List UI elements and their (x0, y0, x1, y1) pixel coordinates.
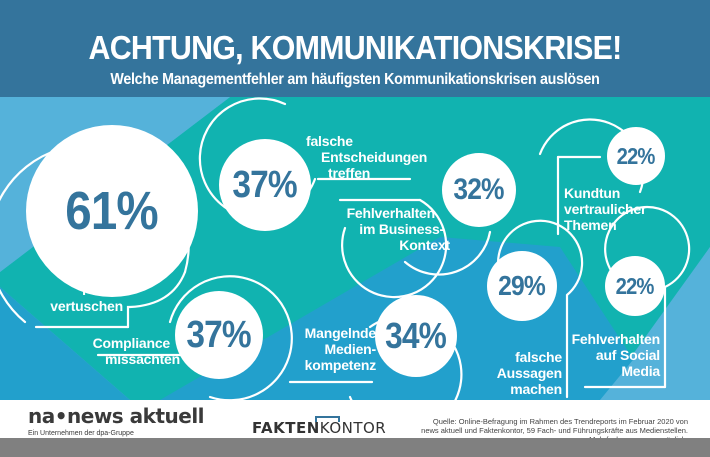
stat-circle-falsche-entscheidungen: 37% (219, 139, 311, 231)
label-falsche-aussagen: falsche Aussagen machen (490, 349, 563, 397)
label-line: kompetenz (304, 357, 377, 373)
label-line: Themen (564, 217, 617, 233)
label-line: Mangelnde (304, 325, 377, 341)
label-falsche-entscheidungen: falsche Entscheidungen treffen (306, 133, 428, 181)
stat-circle-fehler-vertuschen: 61% (26, 125, 198, 297)
label-line: Media (621, 363, 660, 379)
news-aktuell-logo: na•news aktuell (28, 404, 205, 428)
faktenkontor-logo-light: KONTOR (319, 419, 387, 437)
label-line: Medien- (324, 341, 377, 357)
stat-value: 22% (616, 272, 655, 299)
news-aktuell-tagline: Ein Unternehmen der dpa-Gruppe (28, 430, 134, 437)
stat-circle-falsche-aussagen: 29% (487, 251, 557, 321)
label-line: im Business- (359, 221, 444, 237)
label-line: Kontext (399, 237, 450, 253)
label-line: Aussagen (496, 365, 563, 381)
footer-bar (0, 438, 710, 457)
label-fehler-vertuschen: Fehler vertuschen (50, 282, 123, 314)
page-title: ACHTUNG, KOMMUNIKATIONSKRISE! (88, 29, 623, 66)
label-line: falsche (306, 133, 353, 149)
label-line: Fehler (82, 282, 123, 298)
label-social-media: Fehlverhalten auf Social Media (570, 331, 661, 379)
label-fehlverhalten-business: Fehlverhalten im Business- Kontext (340, 205, 451, 253)
faktenkontor-logo-bold: FAKTEN (252, 419, 320, 437)
stat-value: 32% (453, 173, 505, 206)
label-line: Fehlverhalten (571, 331, 661, 347)
label-kundtun-vertraulicher-themen: Kundtun vertraulicher Themen (564, 185, 674, 233)
stat-circle-compliance-missachten: 37% (175, 291, 263, 379)
label-line: machen (510, 381, 562, 397)
source-note: Quelle: Online-Befragung im Rahmen des T… (421, 417, 688, 438)
label-line: falsche (515, 349, 562, 365)
stat-value: 37% (232, 163, 298, 206)
label-line: vertraulicher (564, 201, 647, 217)
label-line: Kundtun (564, 185, 621, 201)
label-compliance-missachten: Compliance missachten (80, 335, 181, 367)
faktenkontor-bracket-icon (315, 416, 340, 422)
label-line: vertuschen (50, 298, 123, 314)
faktenkontor-logo: FAKTENKONTOR (252, 419, 386, 437)
stat-value: 22% (617, 142, 656, 169)
infographic-stage: 61% 37% 32% 22% 37% 34% 29% 22% Fehler v… (0, 97, 710, 400)
stat-value: 37% (186, 313, 252, 356)
stat-value: 61% (65, 181, 159, 241)
label-line: Compliance (92, 335, 171, 351)
label-line: auf Social (595, 347, 660, 363)
stat-value: 34% (385, 315, 448, 356)
header-banner: ACHTUNG, KOMMUNIKATIONSKRISE! Welche Man… (0, 0, 710, 97)
stat-value: 29% (498, 270, 547, 301)
stat-circle-kundtun-vertraulicher-themen: 22% (607, 127, 665, 185)
label-line: missachten (104, 351, 180, 367)
stat-circle-fehlverhalten-business: 32% (442, 153, 516, 227)
page-subtitle: Welche Managementfehler am häufigsten Ko… (110, 71, 600, 88)
label-medienkompetenz: Mangelnde Medien- kompetenz (280, 325, 377, 373)
label-line: treffen (328, 165, 371, 181)
stat-circle-social-media: 22% (605, 256, 665, 316)
label-line: Entscheidungen (321, 149, 428, 165)
stat-circle-medienkompetenz: 34% (375, 295, 457, 377)
label-line: Fehlverhalten (346, 205, 436, 221)
